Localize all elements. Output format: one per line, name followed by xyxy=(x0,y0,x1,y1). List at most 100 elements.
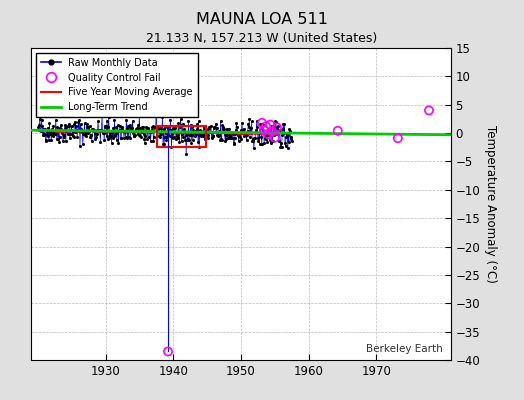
Point xyxy=(195,144,203,150)
Point xyxy=(159,140,167,147)
Point xyxy=(214,129,222,135)
Point xyxy=(212,128,220,135)
Point xyxy=(252,129,260,135)
Point xyxy=(84,124,93,130)
Point xyxy=(169,124,177,131)
Point xyxy=(64,121,73,128)
Point xyxy=(282,131,291,137)
Point xyxy=(151,124,159,131)
Point xyxy=(187,140,195,146)
Point xyxy=(123,124,131,131)
Point xyxy=(40,131,49,137)
Point xyxy=(97,127,105,133)
Point xyxy=(194,139,202,145)
Point xyxy=(273,124,281,130)
Point xyxy=(211,120,220,127)
Point xyxy=(48,131,56,137)
Point xyxy=(122,134,130,140)
Point xyxy=(142,124,150,130)
Point xyxy=(186,129,194,135)
Point xyxy=(179,120,187,127)
Point xyxy=(268,130,276,136)
Point xyxy=(161,124,169,130)
Point xyxy=(71,128,80,135)
Point xyxy=(219,126,227,132)
Point xyxy=(63,130,72,137)
Point xyxy=(167,127,175,133)
Point xyxy=(263,129,271,135)
Point xyxy=(159,126,168,132)
Point xyxy=(181,132,190,138)
Point xyxy=(143,127,151,134)
Point xyxy=(248,137,256,144)
Point xyxy=(193,126,201,132)
Point xyxy=(81,133,90,139)
Point xyxy=(162,136,171,143)
Point xyxy=(112,124,121,130)
Point xyxy=(95,128,104,134)
Point xyxy=(189,127,198,134)
Bar xyxy=(157,126,206,147)
Point xyxy=(243,132,252,138)
Point xyxy=(268,137,277,144)
Point xyxy=(206,129,215,136)
Point xyxy=(394,135,402,141)
Point xyxy=(77,126,85,132)
Point xyxy=(166,133,174,140)
Point xyxy=(79,141,87,148)
Point xyxy=(138,129,146,136)
Point xyxy=(231,134,239,141)
Point xyxy=(146,137,155,144)
Point xyxy=(156,125,164,131)
Point xyxy=(153,123,161,130)
Point xyxy=(260,127,268,134)
Point xyxy=(69,128,77,134)
Point xyxy=(247,130,255,136)
Point xyxy=(92,130,100,137)
Point xyxy=(221,131,229,138)
Point xyxy=(168,130,176,136)
Point xyxy=(274,123,282,129)
Point xyxy=(110,132,118,139)
Point xyxy=(264,131,272,138)
Point xyxy=(40,132,48,138)
Point xyxy=(183,136,192,143)
Point xyxy=(96,138,104,145)
Point xyxy=(133,125,141,131)
Point xyxy=(265,130,273,136)
Point xyxy=(192,131,200,137)
Point xyxy=(73,134,81,140)
Point xyxy=(245,116,254,122)
Point xyxy=(208,135,216,142)
Point xyxy=(146,129,154,136)
Point xyxy=(65,123,73,129)
Point xyxy=(252,127,260,134)
Point xyxy=(47,137,56,143)
Point xyxy=(221,137,230,144)
Point xyxy=(280,120,289,127)
Point xyxy=(236,134,244,140)
Point xyxy=(50,130,58,136)
Point xyxy=(131,128,139,134)
Point xyxy=(255,141,264,147)
Point xyxy=(233,124,241,131)
Point xyxy=(277,140,285,146)
Point xyxy=(71,118,79,125)
Point xyxy=(267,123,276,130)
Point xyxy=(286,128,294,134)
Point xyxy=(48,126,57,132)
Point xyxy=(125,123,133,130)
Point xyxy=(52,129,60,135)
Point xyxy=(200,128,209,135)
Point xyxy=(114,122,122,128)
Point xyxy=(36,127,45,134)
Point xyxy=(237,127,246,133)
Point xyxy=(238,130,247,136)
Point xyxy=(93,131,101,137)
Point xyxy=(227,130,235,136)
Point xyxy=(231,130,239,137)
Point xyxy=(269,123,277,130)
Point xyxy=(101,122,109,129)
Point xyxy=(279,126,287,132)
Point xyxy=(274,126,282,133)
